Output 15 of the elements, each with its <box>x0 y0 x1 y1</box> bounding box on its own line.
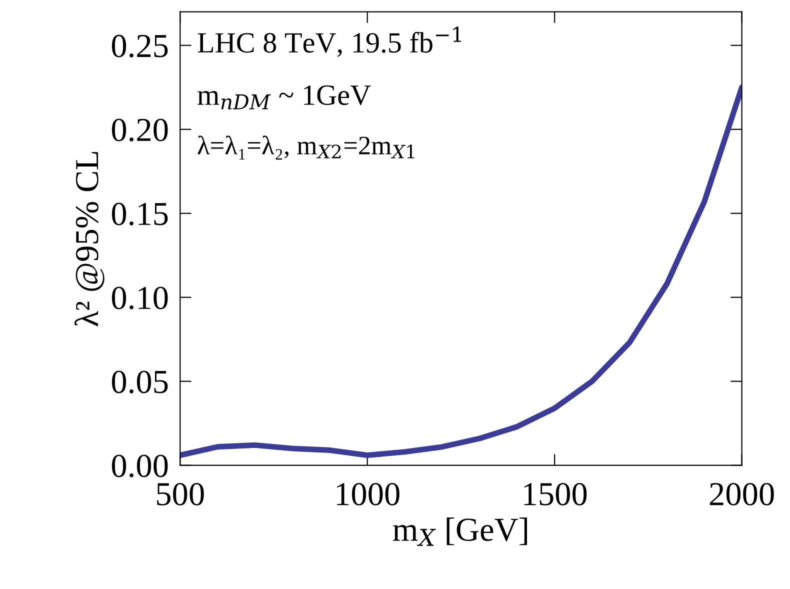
y-tick-label: 0.20 <box>112 118 168 142</box>
x-tick-label: 2000 <box>710 482 774 506</box>
y-tick-label: 0.25 <box>112 34 168 58</box>
x-axis-title: m$_{X}$ [GeV] <box>392 518 528 546</box>
annotation: λ=λ₁=λ₂, m$_{X2}$=2m$_{X1}$ <box>198 136 414 160</box>
y-tick-label: 0.05 <box>112 370 168 394</box>
annotation: LHC 8 TeV, 19.5 fb$^{−1}$ <box>198 26 461 57</box>
x-tick-label: 1500 <box>524 482 587 506</box>
x-tick-label: 500 <box>157 482 204 506</box>
y-tick-label: 0.15 <box>112 202 168 226</box>
x-tick-label: 1000 <box>336 482 400 506</box>
y-tick-label: 0.10 <box>112 286 168 310</box>
y-tick-label: 0.00 <box>112 454 168 478</box>
y-axis-title: λ² @95% CL <box>74 152 104 326</box>
annotation: m$_{nDM}$ ~ 1GeV <box>198 85 371 110</box>
